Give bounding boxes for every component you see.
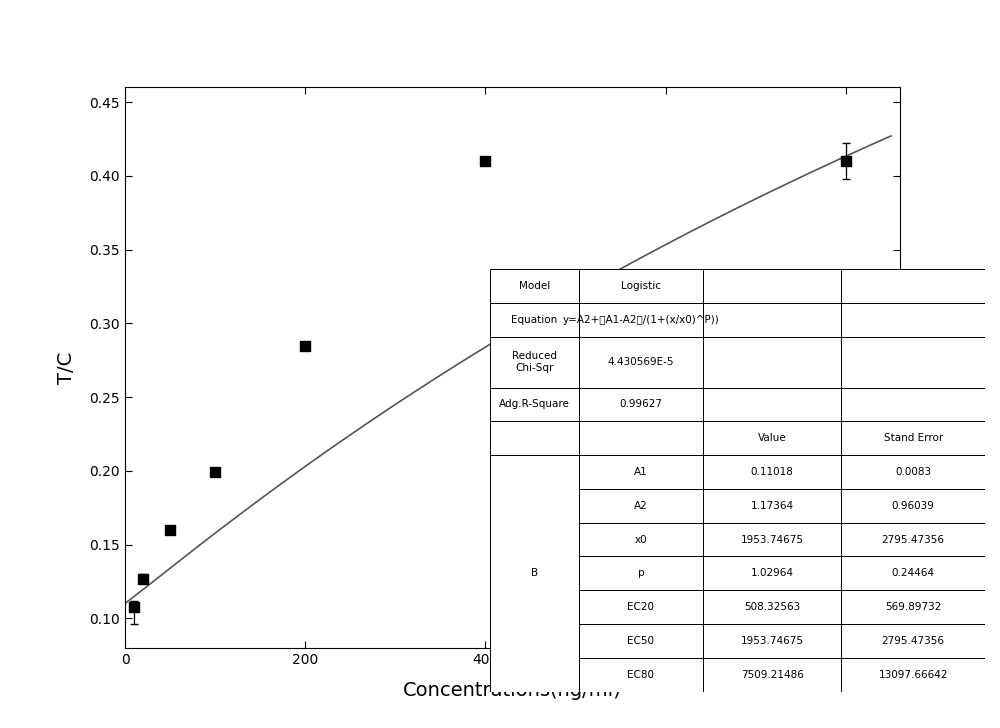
Text: Equation: Equation — [511, 315, 558, 325]
Bar — [579, 387, 703, 422]
Text: 569.89732: 569.89732 — [885, 602, 941, 612]
Text: 0.96039: 0.96039 — [892, 501, 935, 511]
Text: 1.17364: 1.17364 — [751, 501, 794, 511]
Bar — [703, 303, 841, 337]
Text: Logistic: Logistic — [621, 281, 661, 291]
Bar — [703, 590, 841, 624]
Bar — [490, 489, 579, 523]
Bar — [579, 269, 703, 303]
Text: Adg.R-Square: Adg.R-Square — [499, 400, 570, 409]
Bar — [490, 387, 579, 422]
Bar — [703, 455, 841, 489]
Bar — [703, 269, 841, 303]
Bar — [579, 303, 703, 337]
Bar — [841, 590, 985, 624]
Bar — [490, 422, 579, 455]
Text: A1: A1 — [634, 467, 648, 477]
Text: A2: A2 — [634, 501, 648, 511]
Point — [135, 573, 151, 585]
Text: Value: Value — [758, 433, 787, 443]
Text: 4.430569E-5: 4.430569E-5 — [608, 357, 674, 367]
Text: Model: Model — [519, 281, 550, 291]
Bar — [579, 590, 703, 624]
Bar — [490, 590, 579, 624]
Text: EC50: EC50 — [627, 636, 654, 646]
Text: 2795.47356: 2795.47356 — [882, 534, 945, 545]
Point — [297, 340, 313, 352]
Bar — [841, 556, 985, 590]
Bar — [703, 624, 841, 658]
Bar — [490, 455, 579, 489]
Text: p: p — [638, 569, 644, 578]
Bar — [841, 489, 985, 523]
Bar — [841, 523, 985, 556]
Point — [162, 524, 178, 536]
Bar — [579, 523, 703, 556]
Text: 1953.74675: 1953.74675 — [741, 636, 804, 646]
Bar — [703, 387, 841, 422]
Text: y=A2+（A1-A2）/(1+(x/x0)^P)): y=A2+（A1-A2）/(1+(x/x0)^P)) — [563, 315, 719, 325]
Text: EC80: EC80 — [627, 670, 654, 680]
Bar — [841, 337, 985, 387]
Y-axis label: T/C: T/C — [56, 352, 76, 384]
Bar — [579, 658, 703, 692]
Text: 7509.21486: 7509.21486 — [741, 670, 804, 680]
Bar — [841, 387, 985, 422]
Bar — [490, 303, 579, 337]
X-axis label: Concentrations(ng/ml): Concentrations(ng/ml) — [403, 681, 622, 700]
Bar — [579, 455, 703, 489]
Bar — [490, 624, 579, 658]
Point — [838, 155, 854, 167]
Point — [477, 155, 493, 167]
Bar — [579, 624, 703, 658]
Text: x0: x0 — [635, 534, 647, 545]
Bar — [703, 489, 841, 523]
Bar — [490, 337, 579, 387]
Text: Stand Error: Stand Error — [884, 433, 943, 443]
Bar — [703, 337, 841, 387]
Point — [126, 601, 142, 612]
Bar — [841, 455, 985, 489]
Text: 0.24464: 0.24464 — [892, 569, 935, 578]
Text: 0.0083: 0.0083 — [895, 467, 931, 477]
Text: 13097.66642: 13097.66642 — [878, 670, 948, 680]
Bar — [490, 455, 579, 692]
Text: 508.32563: 508.32563 — [744, 602, 800, 612]
Bar — [579, 337, 703, 387]
Bar — [490, 658, 579, 692]
Bar — [579, 489, 703, 523]
Bar — [703, 422, 841, 455]
Bar — [841, 422, 985, 455]
Bar — [703, 523, 841, 556]
Bar — [841, 269, 985, 303]
Point — [207, 467, 223, 478]
Text: 0.99627: 0.99627 — [619, 400, 662, 409]
Bar — [579, 556, 703, 590]
Bar — [841, 658, 985, 692]
Bar — [703, 556, 841, 590]
Bar — [841, 303, 985, 337]
Text: Reduced
Chi-Sqr: Reduced Chi-Sqr — [512, 352, 557, 373]
Text: 1.02964: 1.02964 — [751, 569, 794, 578]
Text: 0.11018: 0.11018 — [751, 467, 794, 477]
Bar — [703, 658, 841, 692]
Bar — [841, 624, 985, 658]
Text: 2795.47356: 2795.47356 — [882, 636, 945, 646]
Text: EC20: EC20 — [627, 602, 654, 612]
Text: B: B — [531, 569, 538, 578]
Bar — [490, 523, 579, 556]
Bar — [579, 422, 703, 455]
Bar — [490, 556, 579, 590]
Text: 1953.74675: 1953.74675 — [741, 534, 804, 545]
Bar — [490, 269, 579, 303]
